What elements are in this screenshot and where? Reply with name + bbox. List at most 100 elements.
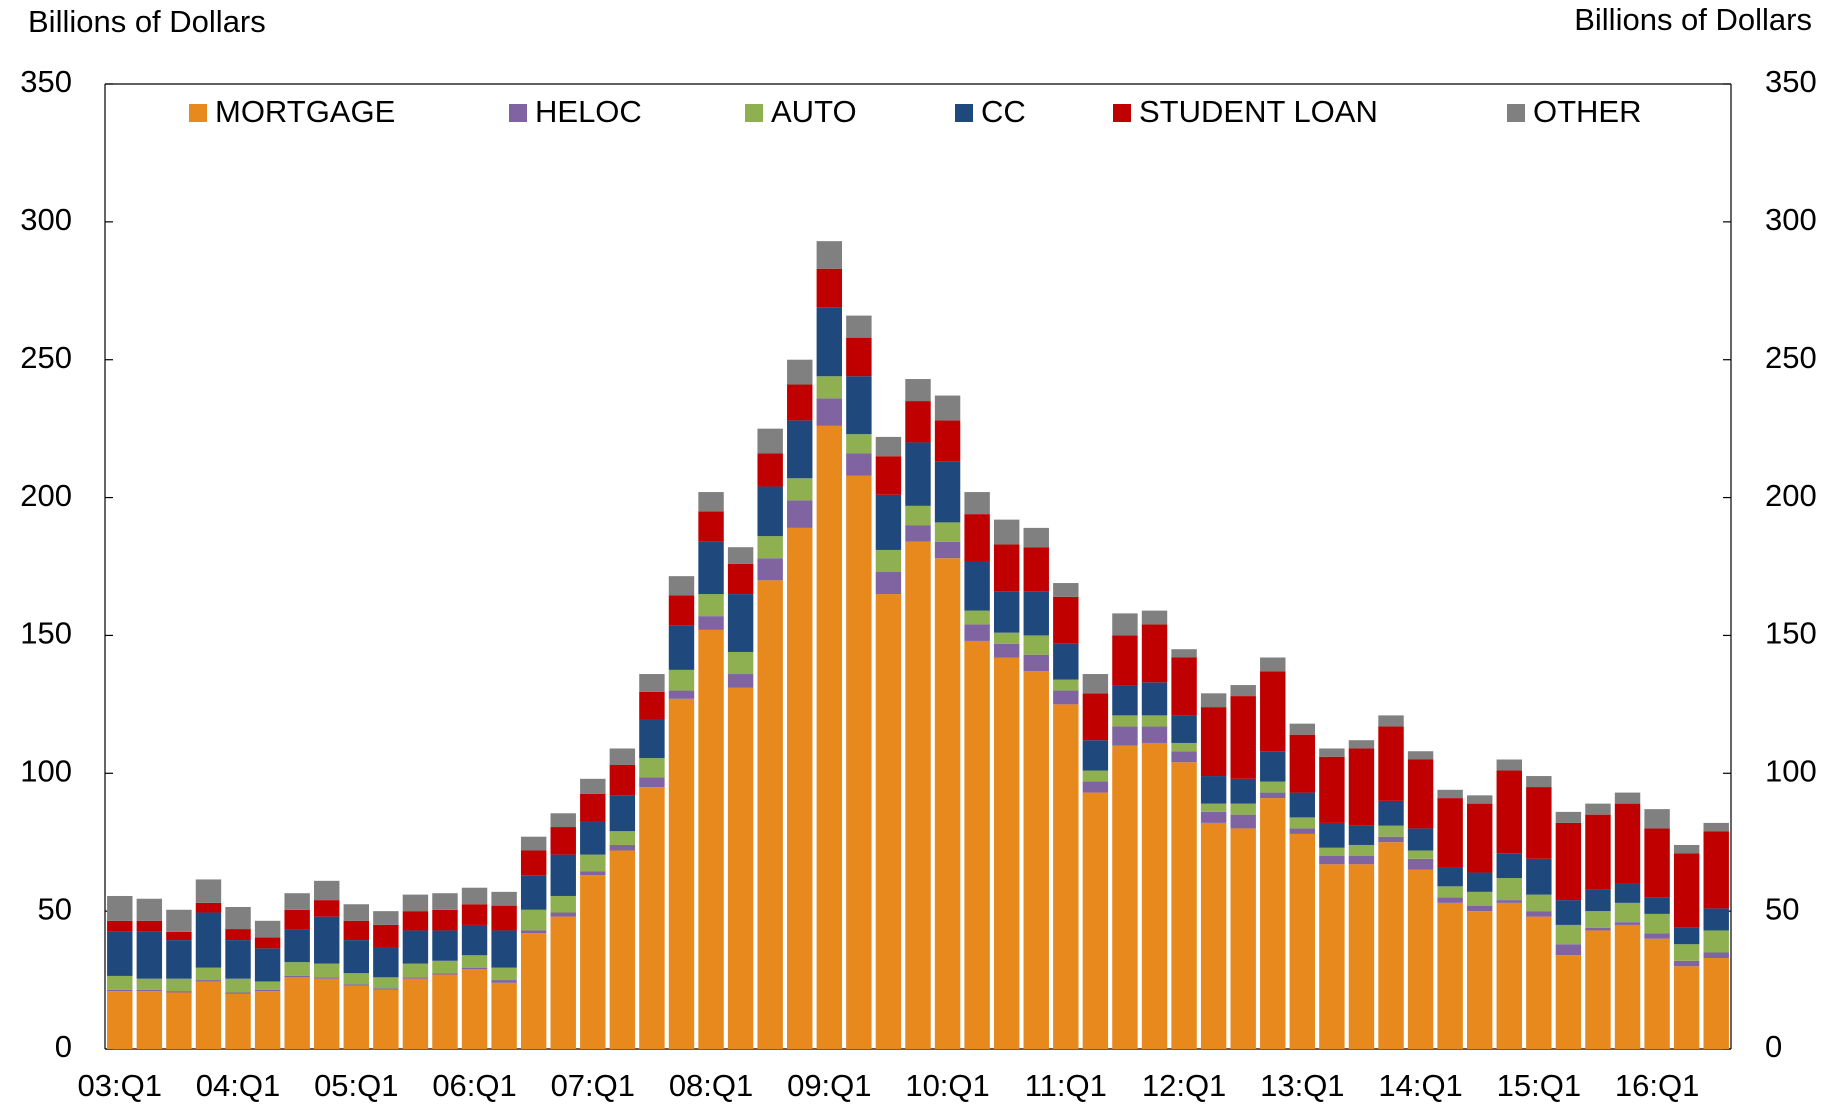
bar-segment <box>1289 833 1316 1049</box>
bar-segment <box>905 401 931 443</box>
bar-segment <box>550 813 576 828</box>
bar-segment <box>1496 853 1522 879</box>
bar-segment <box>520 850 547 876</box>
bar-segment <box>461 887 488 905</box>
bar-segment <box>934 541 961 559</box>
bar-segment <box>195 902 222 913</box>
bar-segment <box>1289 828 1316 834</box>
bar-segment <box>1348 864 1375 1049</box>
bar-segment <box>1260 671 1286 752</box>
bar-segment <box>1112 613 1138 636</box>
y-tick-label: 100 <box>20 753 72 788</box>
bar-segment <box>1644 897 1670 914</box>
bar-segment <box>1023 547 1049 592</box>
bar-segment <box>1407 858 1434 870</box>
bar-segment <box>580 854 606 872</box>
bar-segment <box>373 977 399 989</box>
x-tick-label: 14:Q1 <box>1378 1068 1462 1103</box>
bar-segment <box>1673 966 1700 1049</box>
bar-segment <box>461 967 488 970</box>
bar-segment <box>1348 844 1375 856</box>
bar-segment <box>993 643 1020 658</box>
bar-segment <box>225 907 251 930</box>
bar-segment <box>580 871 606 876</box>
bar-segment <box>905 379 931 402</box>
bar-segment <box>875 594 902 1049</box>
bar-segment <box>1496 770 1522 854</box>
bar-segment <box>1703 958 1729 1049</box>
bar-segment <box>1673 844 1700 854</box>
bar-segment <box>875 456 902 495</box>
bar-segment <box>905 525 931 542</box>
bar-segment <box>875 572 902 595</box>
bar-segment <box>550 916 576 1049</box>
bar-segment <box>314 978 340 1049</box>
bar-segment <box>1378 842 1404 1049</box>
bar-segment <box>757 558 783 581</box>
y-tick-label: 250 <box>20 340 72 375</box>
bar-segment <box>136 898 163 921</box>
bar-segment <box>225 978 251 993</box>
bar-segment <box>1053 596 1079 644</box>
bar-segment <box>1585 803 1611 815</box>
legend-label: HELOC <box>535 94 642 129</box>
bar-segment <box>609 844 636 851</box>
bar-segment <box>1141 715 1168 727</box>
bar-segment <box>520 933 547 1049</box>
bar-segment <box>1555 822 1582 901</box>
y2-tick-label: 50 <box>1765 891 1799 926</box>
y-tick-label: 350 <box>20 64 72 99</box>
bar-segment <box>107 931 133 976</box>
bar-segment <box>254 948 281 982</box>
bar-segment <box>1141 726 1168 743</box>
bar-segment <box>314 916 340 964</box>
bar-segment <box>166 978 192 992</box>
bar-segment <box>727 674 754 688</box>
bar-segment <box>846 434 872 454</box>
bar-segment <box>668 595 695 626</box>
bar-segment <box>787 500 813 528</box>
bar-segment <box>1644 809 1670 829</box>
bar-segment <box>1200 811 1227 823</box>
bar-segment <box>520 875 547 910</box>
bar-segment <box>1112 635 1138 686</box>
y2-axis-title: Billions of Dollars <box>1574 2 1812 37</box>
bar-segment <box>1378 825 1404 837</box>
bar-segment <box>1348 748 1375 826</box>
bar-segment <box>1023 591 1049 636</box>
legend-label: MORTGAGE <box>215 94 395 129</box>
bar-segment <box>639 674 665 692</box>
bar-segment <box>1348 825 1375 845</box>
bar-segment <box>1703 908 1729 931</box>
bar-segment <box>1555 811 1582 823</box>
bar-segment <box>1230 696 1256 779</box>
bar-segment <box>964 492 990 515</box>
bar-segment <box>254 991 281 1049</box>
bar-segment <box>1437 897 1463 903</box>
bar-segment <box>1526 894 1552 912</box>
bar-segment <box>284 977 310 1049</box>
bar-segment <box>373 911 399 925</box>
bar-segment <box>1112 745 1138 1049</box>
bar-segment <box>314 880 340 901</box>
bar-segment <box>284 962 310 976</box>
bar-segment <box>461 924 488 956</box>
bar-segment <box>491 982 517 1049</box>
bar-segment <box>846 315 872 338</box>
legend-swatch <box>745 104 763 122</box>
bar-segment <box>846 475 872 1049</box>
y-axis-title: Billions of Dollars <box>28 4 266 39</box>
bar-segment <box>1023 671 1049 1049</box>
bar-segment <box>166 940 192 979</box>
bar-segment <box>1348 856 1375 865</box>
bar-segment <box>1023 527 1049 548</box>
y2-tick-label: 0 <box>1765 1029 1782 1064</box>
bar-segment <box>284 909 310 930</box>
bar-segment <box>1171 762 1197 1049</box>
bar-segment <box>787 420 813 479</box>
bar-segment <box>1289 792 1316 818</box>
bar-segment <box>373 924 399 947</box>
bar-segment <box>107 920 133 932</box>
bar-segment <box>432 974 458 1049</box>
bar-segment <box>107 989 133 992</box>
